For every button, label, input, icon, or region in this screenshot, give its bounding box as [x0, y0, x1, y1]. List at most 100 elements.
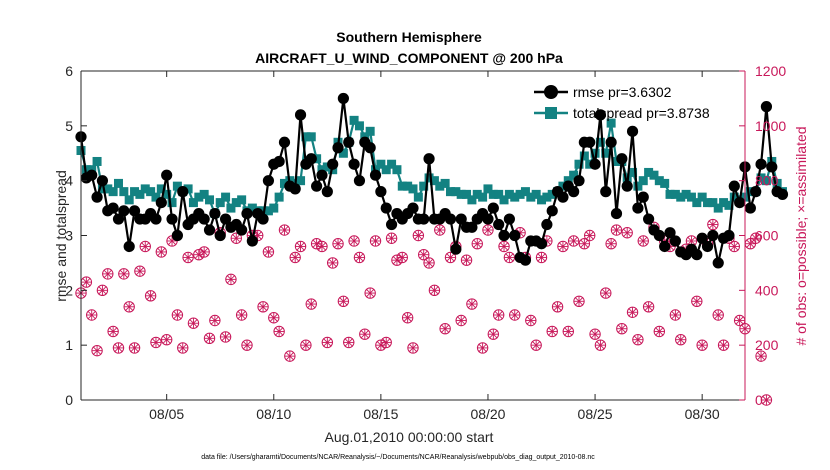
rmse-point: [171, 229, 183, 242]
obs-point: [642, 301, 655, 313]
totalspread-point: [172, 181, 182, 191]
totalspread-point: [205, 195, 215, 205]
obs-point: [396, 251, 408, 264]
totalspread-point: [151, 192, 161, 202]
totalspread-point: [215, 198, 225, 208]
rmse-point: [96, 175, 109, 187]
obs-point: [616, 323, 628, 335]
rmse-point: [568, 186, 580, 198]
totalspread-point: [124, 195, 134, 205]
totalspread-point: [269, 203, 279, 213]
rmse-point: [294, 109, 307, 121]
obs-point: [733, 314, 746, 327]
legend-rmse-marker: [544, 85, 558, 99]
obs-point: [332, 238, 344, 250]
obs-point: [573, 295, 585, 307]
rmse-point: [594, 109, 607, 121]
obs-point: [482, 224, 494, 236]
totalspread-point: [606, 118, 616, 128]
obs-point: [155, 246, 168, 258]
y-tick-left-label: 6: [65, 63, 73, 79]
rmse-point: [289, 183, 301, 195]
rmse-point: [86, 169, 98, 181]
obs-point: [621, 227, 633, 239]
rmse-point: [621, 180, 633, 192]
totalspread-point: [226, 203, 236, 213]
totalspread-point: [670, 189, 680, 199]
totalspread-point: [419, 181, 429, 191]
obs-point: [562, 325, 574, 338]
obs-point: [418, 248, 430, 261]
rmse-point: [123, 240, 135, 253]
obs-point: [503, 251, 516, 264]
rmse-point: [573, 175, 585, 187]
y-tick-right-label: 1200: [755, 63, 786, 79]
totalspread-point: [130, 187, 140, 197]
obs-point: [476, 342, 489, 354]
rmse-point: [605, 136, 617, 148]
totalspread-point: [681, 189, 691, 199]
rmse-point: [691, 249, 703, 261]
obs-point: [123, 301, 135, 313]
obs-point: [696, 339, 708, 351]
obs-point: [203, 332, 216, 345]
obs-point: [359, 328, 371, 340]
rmse-point: [728, 180, 740, 192]
totalspread-point: [301, 132, 311, 142]
rmse-point: [669, 235, 681, 247]
totalspread-point: [92, 156, 102, 166]
totalspread-point: [628, 167, 638, 177]
totalspread-point: [462, 189, 472, 199]
obs-point: [492, 309, 505, 321]
obs-point: [171, 309, 184, 321]
totalspread-point: [231, 198, 241, 208]
totalspread-point: [756, 173, 766, 183]
rmse-point: [107, 202, 119, 214]
rmse-point: [177, 186, 189, 198]
totalspread-point: [194, 192, 204, 202]
rmse-point: [380, 202, 392, 214]
totalspread-point: [247, 203, 257, 213]
totalspread-point: [649, 170, 659, 180]
totalspread-point: [590, 148, 600, 158]
totalspread-point: [306, 132, 316, 142]
obs-point: [198, 246, 210, 258]
obs-point: [760, 394, 773, 406]
totalspread-point: [429, 176, 439, 186]
obs-point: [589, 328, 601, 340]
rmse-point: [161, 169, 173, 181]
obs-point: [300, 339, 312, 351]
totalspread-point: [692, 198, 702, 208]
rmse-point: [112, 213, 125, 225]
totalspread-point: [296, 176, 306, 186]
obs-point: [102, 268, 114, 280]
rmse-point: [369, 169, 382, 181]
obs-point: [219, 331, 232, 343]
obs-point: [594, 339, 607, 351]
obs-point: [241, 339, 253, 351]
legend-spread-label: totalspread pr=3.8738: [573, 105, 710, 121]
x-tick-label: 08/10: [256, 406, 291, 422]
obs-point: [551, 301, 564, 313]
rmse-point: [503, 213, 515, 225]
rmse-point: [348, 158, 360, 170]
totalspread-point: [408, 184, 418, 194]
x-axis-label: Aug.01,2010 00:00:00 start: [325, 429, 494, 445]
chart-title-line-1: Southern Hemisphere: [336, 29, 482, 45]
obs-point: [118, 268, 130, 280]
totalspread-point: [188, 198, 198, 208]
obs-point: [509, 309, 521, 321]
obs-point: [610, 224, 623, 236]
rmse-point: [343, 136, 355, 148]
y-tick-right-label: 600: [755, 228, 779, 244]
totalspread-point: [515, 189, 525, 199]
rmse-point: [353, 175, 366, 187]
obs-point: [728, 240, 740, 253]
rmse-point: [535, 238, 548, 250]
totalspread-point: [381, 165, 391, 175]
obs-point: [80, 276, 93, 288]
obs-point: [487, 328, 500, 340]
rmse-point: [701, 240, 714, 253]
obs-point: [605, 238, 617, 250]
